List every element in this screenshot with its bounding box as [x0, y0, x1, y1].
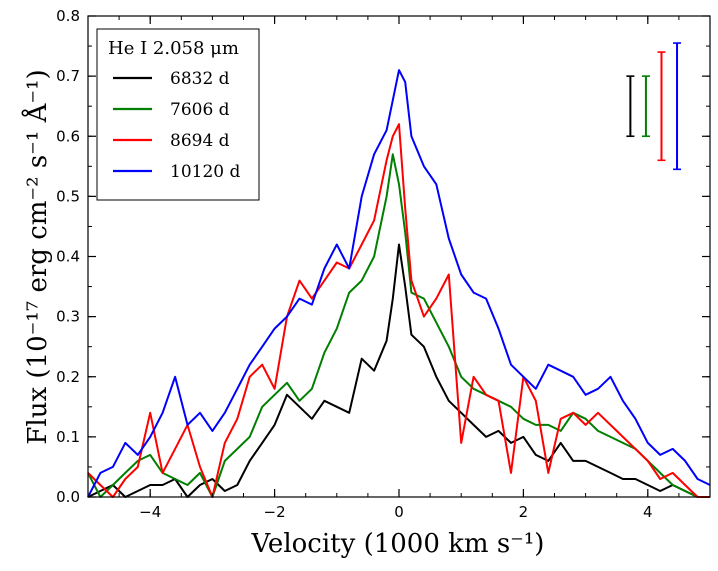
y-tick-label: 0.2 — [56, 368, 80, 386]
x-tick-label: −2 — [264, 503, 286, 521]
error-bar-4 — [673, 42, 682, 171]
legend-label: 7606 d — [170, 100, 230, 120]
y-tick-label: 0.0 — [56, 488, 80, 506]
y-tick-label: 0.4 — [56, 248, 80, 266]
x-axis-title: Velocity (1000 km s⁻¹) — [251, 529, 545, 559]
legend-entries: 6832 d 7606 d 8694 d 10120 d — [113, 69, 240, 182]
x-tick-label: 2 — [519, 503, 529, 521]
y-tick-label: 0.3 — [56, 308, 80, 326]
legend-title: He I 2.058 μm — [108, 38, 239, 59]
series-layer — [87, 69, 711, 498]
y-tick-label: 0.5 — [56, 187, 80, 205]
y-axis-title: Flux (10⁻¹⁷ erg cm⁻² s⁻¹ Å⁻¹) — [21, 69, 53, 444]
series-line-3 — [87, 123, 710, 498]
legend-label: 6832 d — [170, 69, 230, 89]
series-line-4 — [87, 69, 711, 498]
legend-entry: 6832 d — [113, 69, 230, 89]
legend-entry: 7606 d — [113, 100, 230, 120]
series-line-2 — [87, 153, 710, 498]
legend-label: 8694 d — [170, 131, 230, 151]
tick-layer: −4 −2 0 2 4 0.0 0.1 0.2 0.3 0.4 0.5 0.6 0.7 0.8 — [56, 7, 711, 521]
series-line-1 — [87, 243, 710, 498]
x-tick-label: 0 — [394, 503, 404, 521]
legend-entry: 10120 d — [113, 162, 240, 182]
legend-entry: 8694 d — [113, 131, 230, 151]
x-tick-label: −4 — [139, 503, 161, 521]
error-bar-3 — [657, 51, 666, 162]
y-tick-label: 0.1 — [56, 428, 80, 446]
legend-label: 10120 d — [170, 162, 240, 182]
error-bar-1 — [626, 75, 635, 138]
errorbar-layer — [626, 42, 682, 171]
y-tick-label: 0.6 — [56, 127, 80, 145]
y-tick-label: 0.7 — [56, 67, 80, 85]
error-bar-2 — [641, 75, 650, 138]
legend: He I 2.058 μm 6832 d 7606 d 8694 d 10120 d — [96, 28, 260, 201]
x-tick-label: 4 — [643, 503, 653, 521]
y-tick-label: 0.8 — [56, 7, 80, 25]
